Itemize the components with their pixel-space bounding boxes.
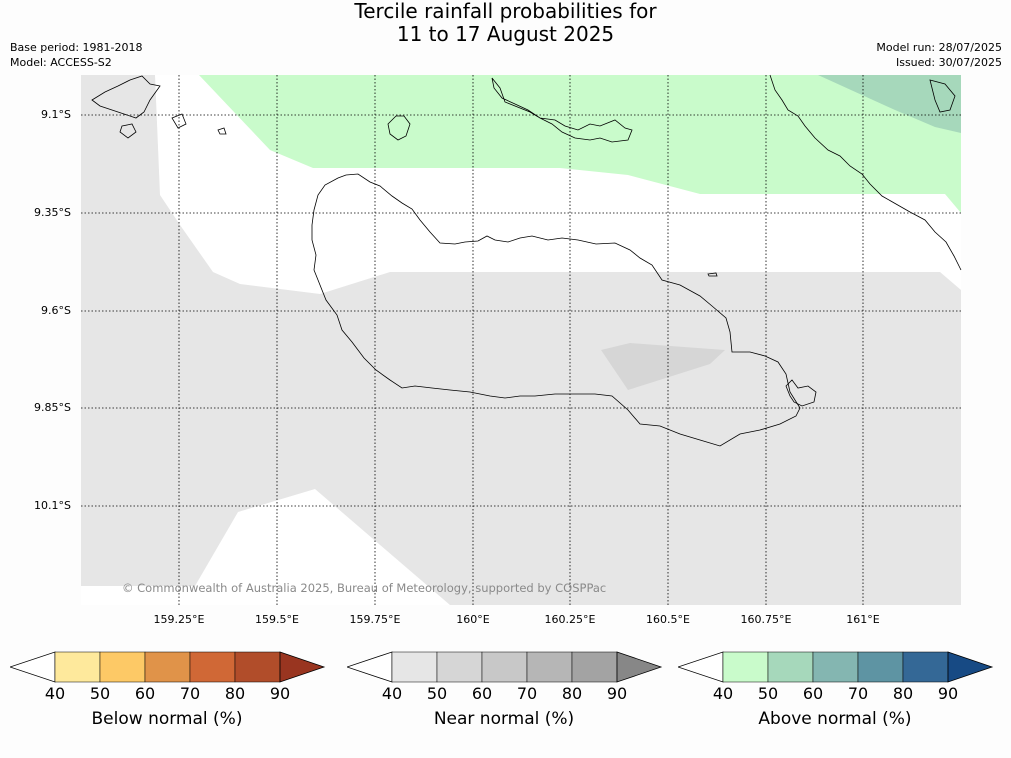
lat-label: 9.1°S xyxy=(41,108,71,121)
colorbar-swatch xyxy=(234,651,281,683)
colorbar-above-normal: 40 50 60 70 80 90 Above normal (%) xyxy=(678,650,998,745)
colorbar-tick: 90 xyxy=(606,684,628,703)
colorbar-swatch xyxy=(189,651,236,683)
colorbar-tick: 40 xyxy=(44,684,66,703)
colorbar-swatch xyxy=(526,651,573,683)
colorbar-swatch-high-arrow xyxy=(279,651,326,683)
colorbar-swatch xyxy=(391,651,438,683)
colorbar-title: Below normal (%) xyxy=(91,709,243,729)
colorbar-tick: 60 xyxy=(802,684,824,703)
lat-label: 9.6°S xyxy=(41,304,71,317)
title-line-1: Tercile rainfall probabilities for xyxy=(354,0,657,23)
colorbar-tick: 50 xyxy=(426,684,448,703)
model-name: Model: ACCESS-S2 xyxy=(10,56,112,69)
base-period: Base period: 1981-2018 xyxy=(10,41,143,54)
colorbar-tick: 70 xyxy=(847,684,869,703)
meta-left: Base period: 1981-2018 Model: ACCESS-S2 xyxy=(10,40,142,70)
colorbar-near-normal-swatches xyxy=(347,651,663,683)
colorbar-tick: 90 xyxy=(937,684,959,703)
lon-label: 160.25°E xyxy=(544,613,596,626)
title-line-2: 11 to 17 August 2025 xyxy=(396,22,615,46)
colorbar-tick: 40 xyxy=(712,684,734,703)
lat-label: 9.85°S xyxy=(34,401,71,414)
lon-label: 160.5°E xyxy=(646,613,690,626)
above-normal-40-50-region xyxy=(199,75,961,213)
issued-date: Issued: 30/07/2025 xyxy=(895,56,1002,69)
colorbar-swatch xyxy=(722,651,769,683)
lon-label: 160.75°E xyxy=(740,613,792,626)
western-islet-3 xyxy=(217,127,227,135)
lon-label: 160°E xyxy=(456,613,490,626)
colorbar-swatch-high-arrow xyxy=(616,651,663,683)
western-islet-2 xyxy=(171,113,187,129)
lon-label: 159.5°E xyxy=(255,613,299,626)
near-normal-40-50-region-west xyxy=(81,75,961,605)
above-normal-50-60-region xyxy=(818,75,961,133)
colorbar-above-normal-swatches xyxy=(678,651,994,683)
near-normal-50-60-region xyxy=(601,343,725,390)
map-panel xyxy=(81,74,962,605)
copyright-notice: © Commonwealth of Australia 2025, Bureau… xyxy=(122,581,607,595)
colorbar-swatch xyxy=(436,651,483,683)
lon-label: 159.25°E xyxy=(153,613,205,626)
colorbar-tick: 70 xyxy=(516,684,538,703)
meta-right: Model run: 28/07/2025 Issued: 30/07/2025 xyxy=(876,40,1002,70)
colorbar-tick: 70 xyxy=(179,684,201,703)
western-islet-1 xyxy=(119,123,137,139)
gridlines xyxy=(81,75,961,605)
colorbar-swatch xyxy=(54,651,101,683)
western-islands-coastline xyxy=(91,75,161,119)
colorbar-swatch xyxy=(767,651,814,683)
colorbar-below-normal: 40 50 60 70 80 90 Below normal (%) xyxy=(10,650,330,745)
colorbar-swatch xyxy=(144,651,191,683)
colorbar-below-normal-swatches xyxy=(10,651,326,683)
colorbar-swatch xyxy=(812,651,859,683)
colorbar-near-normal: 40 50 60 70 80 90 Near normal (%) xyxy=(347,650,667,745)
colorbar-tick: 80 xyxy=(892,684,914,703)
lon-label: 159.75°E xyxy=(349,613,401,626)
colorbar-tick: 50 xyxy=(757,684,779,703)
colorbar-tick: 60 xyxy=(134,684,156,703)
colorbar-title: Above normal (%) xyxy=(758,709,912,729)
colorbar-tick: 80 xyxy=(224,684,246,703)
lat-label: 10.1°S xyxy=(34,499,71,512)
florida-islands-coastline xyxy=(491,77,633,143)
colorbar-swatch-high-arrow xyxy=(947,651,994,683)
colorbar-tick: 60 xyxy=(471,684,493,703)
east-islets xyxy=(785,379,817,407)
colorbar-swatch-low-arrow xyxy=(10,651,56,683)
lat-label: 9.35°S xyxy=(34,206,71,219)
lon-label: 161°E xyxy=(846,613,880,626)
colorbar-swatch xyxy=(857,651,904,683)
small-islet-1 xyxy=(707,272,718,277)
colorbar-swatch xyxy=(902,651,949,683)
colorbar-tick: 50 xyxy=(89,684,111,703)
malaita-coastline xyxy=(769,74,962,271)
colorbar-swatch xyxy=(571,651,618,683)
savo-island xyxy=(387,115,411,141)
guadalcanal-coastline xyxy=(311,173,801,447)
colorbar-tick: 90 xyxy=(269,684,291,703)
chart-title: Tercile rainfall probabilities for 11 to… xyxy=(0,0,1011,46)
model-run: Model run: 28/07/2025 xyxy=(876,41,1002,54)
malaita-north-islets xyxy=(929,79,956,113)
colorbar-tick: 40 xyxy=(381,684,403,703)
colorbar-tick: 80 xyxy=(561,684,583,703)
coastlines xyxy=(91,74,962,447)
colorbar-swatch-low-arrow xyxy=(678,651,724,683)
colorbar-swatch xyxy=(481,651,528,683)
colorbar-swatch-low-arrow xyxy=(347,651,393,683)
colorbar-title: Near normal (%) xyxy=(433,709,575,729)
colorbar-swatch xyxy=(99,651,146,683)
